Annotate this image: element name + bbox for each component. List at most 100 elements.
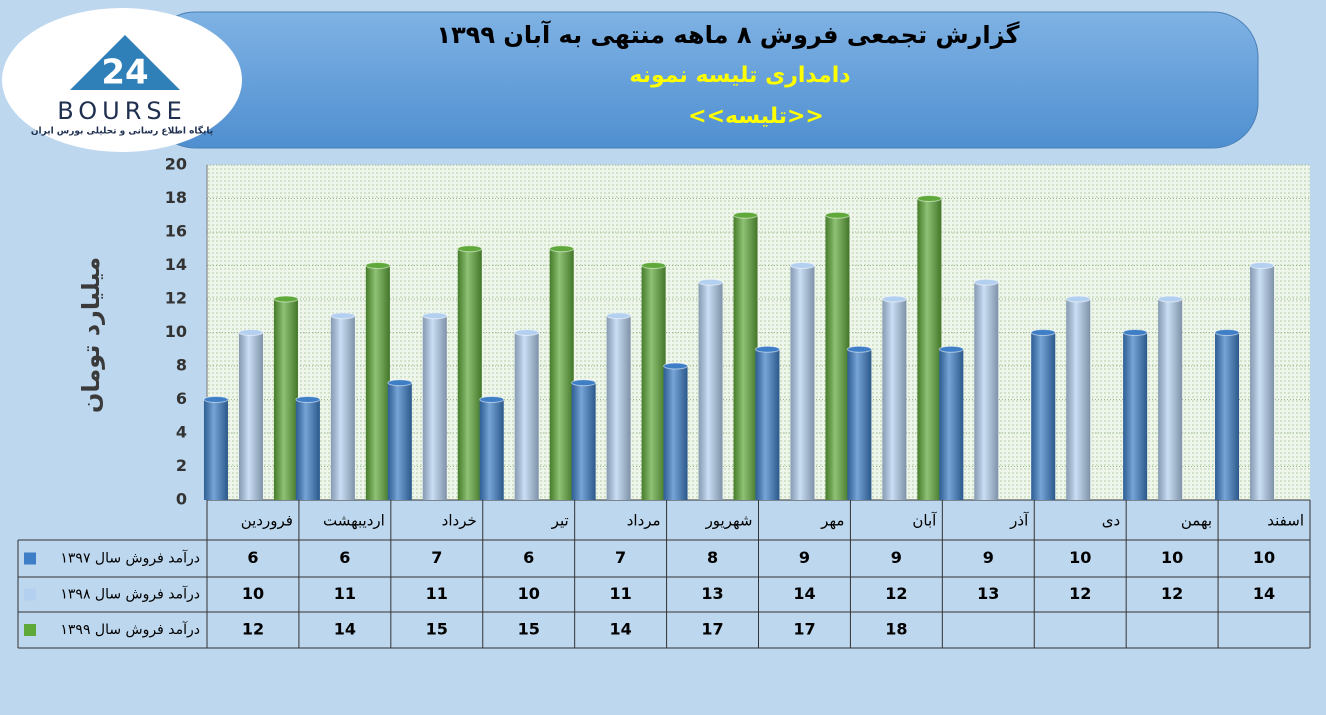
- bar-shade: [663, 366, 688, 500]
- bar-cap: [457, 245, 483, 253]
- logo-name: BOURSE: [57, 97, 187, 125]
- table-value: 14: [609, 620, 631, 639]
- table-value: 11: [334, 584, 356, 603]
- bar-cap: [422, 312, 448, 320]
- x-tick-label: دی: [1102, 512, 1120, 530]
- bar-shade: [330, 315, 355, 500]
- legend-label: درآمد فروش سال ۱۳۹۹: [60, 621, 200, 638]
- table-value: 12: [1069, 584, 1091, 603]
- bar-cap: [1030, 329, 1056, 336]
- table-value: 10: [1069, 548, 1091, 567]
- table-value: 15: [426, 620, 448, 639]
- bar-shade: [1123, 332, 1148, 500]
- bar-cap: [938, 345, 964, 353]
- x-tick-label: بهمن: [1181, 512, 1212, 530]
- bar-cap: [1157, 295, 1183, 303]
- x-tick-label: فروردین: [241, 512, 293, 530]
- table-value: 17: [701, 620, 723, 639]
- legend-swatch: [24, 552, 36, 565]
- y-tick-label: 4: [176, 423, 187, 442]
- chart-subtitle: دامداری تلیسه نمونه: [629, 63, 850, 88]
- x-tick-label: شهریور: [705, 512, 753, 530]
- bar-shade: [422, 315, 447, 500]
- table-value: 11: [609, 584, 631, 603]
- bar-shade: [825, 215, 850, 500]
- table-value: 11: [426, 584, 448, 603]
- bar-cap: [698, 278, 724, 286]
- bar-cap: [330, 312, 356, 320]
- bar-cap: [1122, 329, 1148, 336]
- table-value: 14: [334, 620, 356, 639]
- bar-shade: [1066, 299, 1091, 500]
- bar-shade: [698, 282, 723, 500]
- table-value: 10: [242, 584, 264, 603]
- y-tick-label: 0: [176, 490, 187, 509]
- table-value: 10: [1161, 548, 1183, 567]
- bar-cap: [606, 312, 632, 320]
- bar-cap: [365, 262, 391, 269]
- y-tick-label: 14: [165, 255, 187, 274]
- table-value: 9: [983, 548, 994, 567]
- table-value: 6: [339, 548, 350, 567]
- bar-cap: [733, 211, 759, 219]
- legend-label: درآمد فروش سال ۱۳۹۸: [60, 586, 200, 603]
- table-value: 17: [793, 620, 815, 639]
- x-tick-label: آبان: [912, 512, 937, 530]
- legend-swatch: [24, 624, 36, 636]
- table-value: 12: [1161, 584, 1183, 603]
- logo-shape: [70, 35, 180, 90]
- x-tick-label: اردیبهشت: [323, 512, 385, 530]
- table-value: 6: [523, 548, 534, 567]
- bar-cap: [571, 379, 597, 387]
- y-tick-label: 8: [176, 356, 187, 375]
- bar-cap: [273, 295, 299, 303]
- bar-cap: [1065, 295, 1091, 303]
- bar-shade: [939, 349, 964, 500]
- bar-shade: [1250, 265, 1275, 500]
- bar-shade: [790, 265, 815, 500]
- table-value: 18: [885, 620, 907, 639]
- bar-cap: [824, 211, 850, 219]
- bar-shade: [733, 215, 758, 500]
- bar-cap: [1249, 262, 1275, 269]
- table-value: 7: [431, 548, 442, 567]
- bar-cap: [663, 362, 689, 370]
- bar-cap: [203, 396, 229, 403]
- x-tick-label: خرداد: [442, 512, 477, 530]
- logo-number: 24: [101, 53, 148, 93]
- bar-shade: [238, 332, 263, 500]
- table-value: 6: [247, 548, 258, 567]
- bar-cap: [881, 295, 907, 303]
- table-value: 10: [518, 584, 540, 603]
- table-value: 13: [701, 584, 723, 603]
- table-value: 7: [615, 548, 626, 567]
- bar-shade: [479, 399, 504, 500]
- y-tick-label: 6: [176, 389, 187, 408]
- bar-cap: [789, 262, 815, 269]
- bar-cap: [479, 396, 505, 403]
- table-value: 14: [1253, 584, 1275, 603]
- bar-cap: [846, 345, 872, 353]
- bar-cap: [754, 345, 780, 353]
- bar-shade: [606, 315, 631, 500]
- x-tick-label: مهر: [820, 512, 844, 530]
- table-value: 12: [242, 620, 264, 639]
- table-value: 9: [799, 548, 810, 567]
- table-value: 9: [891, 548, 902, 567]
- table-value: 13: [977, 584, 999, 603]
- bar-shade: [882, 299, 907, 500]
- bar-shade: [641, 265, 666, 500]
- bar-cap: [916, 195, 942, 202]
- bar-shade: [203, 399, 228, 500]
- bar-cap: [514, 329, 540, 336]
- x-tick-label: آذر: [1009, 512, 1029, 530]
- bar-shade: [755, 349, 780, 500]
- bar-cap: [295, 396, 321, 403]
- bar-shade: [974, 282, 999, 500]
- y-tick-label: 20: [165, 155, 187, 174]
- bar-shade: [571, 382, 596, 500]
- bar-shade: [1031, 332, 1056, 500]
- bar-cap: [238, 329, 264, 336]
- chart-title: گزارش تجمعی فروش ۸ ماهه منتهی به آبان ۱۳…: [436, 20, 1019, 49]
- table-value: 14: [793, 584, 815, 603]
